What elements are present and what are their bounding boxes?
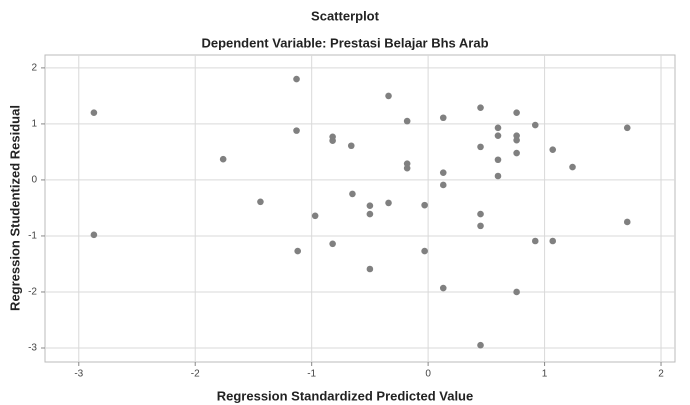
point [294, 248, 301, 255]
x-tick-label: 1 [542, 369, 548, 380]
y-tick-label: -1 [28, 231, 37, 242]
point [293, 127, 300, 134]
plot-frame [45, 55, 675, 362]
y-tick-label: -3 [28, 343, 37, 354]
chart: Scatterplot Dependent Variable: Prestasi… [0, 0, 690, 405]
point [513, 109, 520, 116]
point [404, 165, 411, 172]
point [385, 200, 392, 207]
point [367, 202, 374, 209]
x-tick-label: -3 [74, 369, 83, 380]
y-tick-label: 1 [31, 119, 37, 130]
point [312, 212, 319, 219]
x-tick-label: 2 [658, 369, 664, 380]
y-tick-label: 0 [31, 175, 37, 186]
point [549, 238, 556, 245]
chart-subtitle: Dependent Variable: Prestasi Belajar Bhs… [201, 35, 488, 50]
point [624, 219, 631, 226]
point [495, 156, 502, 163]
point [513, 289, 520, 296]
point [349, 191, 356, 198]
point [421, 248, 428, 255]
point [440, 285, 447, 292]
chart-title: Scatterplot [311, 8, 380, 23]
point [329, 137, 336, 144]
x-tick-label: -1 [307, 369, 316, 380]
point [293, 76, 300, 83]
point [532, 122, 539, 129]
point [440, 114, 447, 121]
x-axis-label: Regression Standardized Predicted Value [217, 388, 473, 403]
point [569, 164, 576, 171]
point [495, 132, 502, 139]
point [91, 232, 98, 239]
point [477, 342, 484, 349]
point [385, 93, 392, 100]
point [532, 238, 539, 245]
point [477, 223, 484, 230]
point [421, 202, 428, 209]
point [495, 173, 502, 180]
point [257, 198, 264, 205]
point [495, 125, 502, 132]
point [477, 144, 484, 151]
point [513, 137, 520, 144]
y-axis-label: Regression Studentized Residual [7, 105, 22, 311]
point [440, 169, 447, 176]
point [404, 118, 411, 125]
x-tick-label: -2 [191, 369, 200, 380]
point [440, 182, 447, 189]
point [477, 104, 484, 111]
y-tick-label: -2 [28, 287, 37, 298]
point [348, 142, 355, 149]
point [477, 211, 484, 218]
point [367, 266, 374, 273]
point [624, 125, 631, 132]
point [513, 150, 520, 157]
point [329, 240, 336, 247]
point [91, 109, 98, 116]
x-tick-label: 0 [425, 369, 431, 380]
point [367, 211, 374, 218]
y-tick-label: 2 [31, 63, 37, 74]
point [220, 156, 227, 163]
point [549, 146, 556, 153]
